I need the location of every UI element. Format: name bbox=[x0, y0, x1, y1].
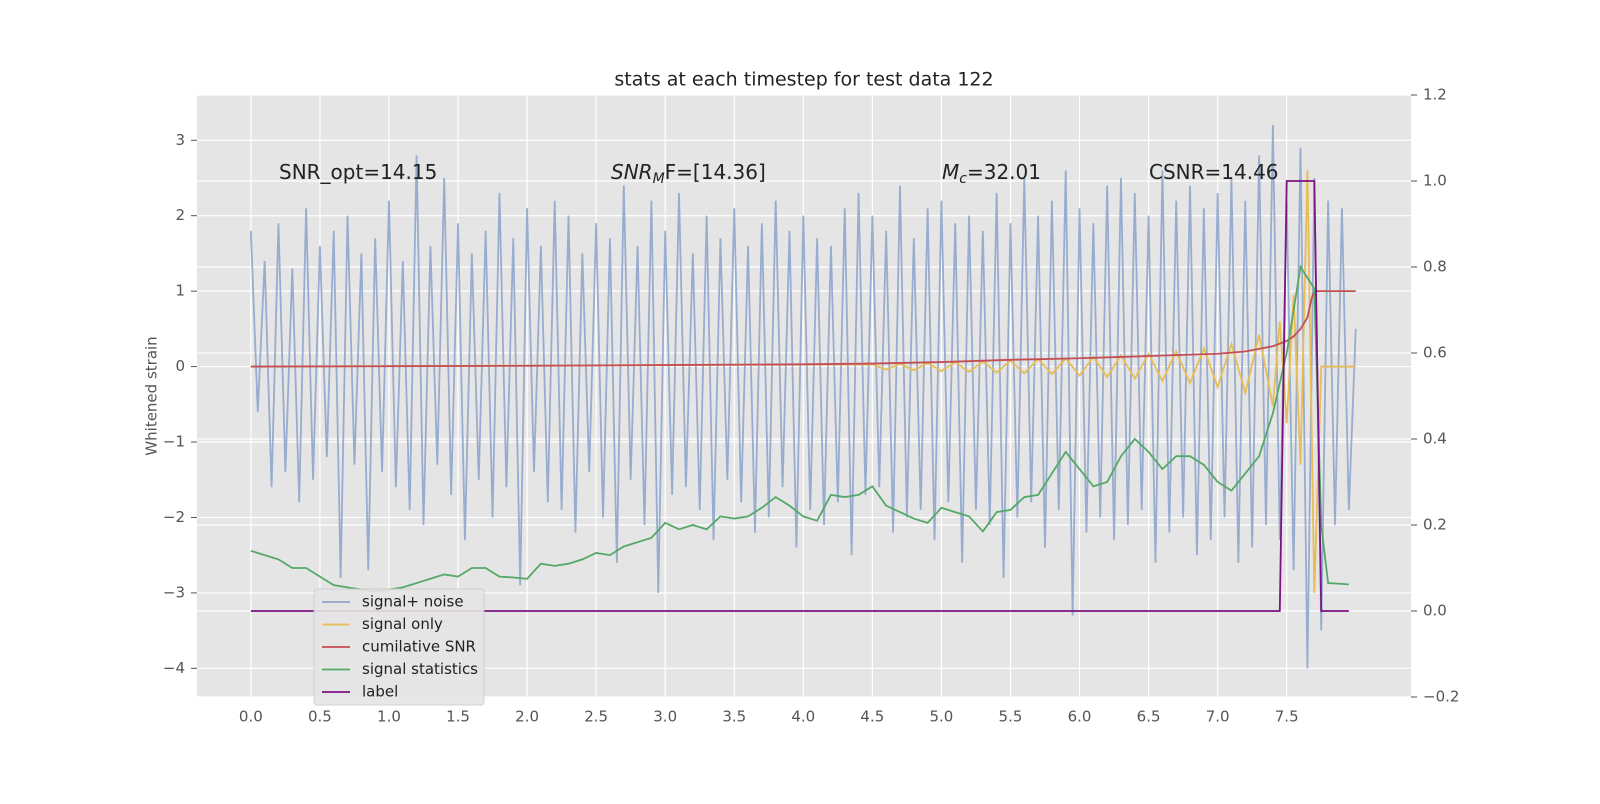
series-line bbox=[250, 180, 1349, 612]
annotation: SNRMF=[14.36] bbox=[611, 160, 766, 188]
y-tick-label: −4 bbox=[163, 659, 185, 677]
y-tick-label: −2 bbox=[163, 508, 185, 526]
legend-box bbox=[313, 588, 485, 706]
x-tick-label: 5.0 bbox=[929, 708, 953, 726]
y-tick-label: −3 bbox=[163, 583, 185, 601]
series-line bbox=[250, 290, 1356, 368]
annotation-part: M bbox=[942, 160, 959, 184]
x-tick-label: 2.5 bbox=[584, 708, 608, 726]
y2-tick-label: 1.0 bbox=[1423, 172, 1447, 190]
x-tick-label: 1.5 bbox=[446, 708, 470, 726]
x-tick-label: 5.5 bbox=[999, 708, 1023, 726]
chart-title: stats at each timestep for test data 122 bbox=[614, 69, 993, 91]
annotation: CSNR=14.46 bbox=[1149, 160, 1279, 184]
x-tick-label: 1.0 bbox=[377, 708, 401, 726]
series-line bbox=[249, 125, 1357, 669]
x-tick-label: 3.5 bbox=[722, 708, 746, 726]
annotation-part: F=[14.36] bbox=[665, 160, 766, 184]
annotation-part: SNR_opt=14.15 bbox=[279, 160, 437, 184]
y2-tick-label: 0.6 bbox=[1423, 344, 1447, 362]
legend-label: cumilative SNR bbox=[362, 638, 476, 656]
y-tick-label: 0 bbox=[175, 357, 185, 375]
y2-tick-label: 0.8 bbox=[1423, 258, 1447, 276]
annotation: Mc=32.01 bbox=[942, 160, 1041, 188]
y2-tick-label: 0.0 bbox=[1423, 602, 1447, 620]
x-tick-label: 0.5 bbox=[308, 708, 332, 726]
legend-label: label bbox=[362, 683, 398, 701]
x-tick-label: 2.0 bbox=[515, 708, 539, 726]
x-tick-label: 4.5 bbox=[860, 708, 884, 726]
y-tick-label: 1 bbox=[175, 282, 185, 300]
x-tick-label: 3.0 bbox=[653, 708, 677, 726]
legend-label: signal+ noise bbox=[362, 593, 464, 611]
axes: 0.0 0.5 1.0 1.5 2.0 2.5 3.0 3.5 4.0 4.5 5.0 5.5 6.0 6… bbox=[163, 86, 1460, 726]
x-tick-label: 7.0 bbox=[1206, 708, 1230, 726]
series-layer bbox=[249, 125, 1357, 669]
x-tick-label: 7.5 bbox=[1275, 708, 1299, 726]
annotation-part: CSNR=14.46 bbox=[1149, 160, 1279, 184]
annotation-part: =32.01 bbox=[967, 160, 1041, 184]
y2-tick-label: 1.2 bbox=[1423, 86, 1447, 104]
legend: signal+ noise signal only cumilative SNR si… bbox=[313, 588, 485, 706]
x-tick-label: 0.0 bbox=[239, 708, 263, 726]
legend-label: signal statistics bbox=[362, 660, 478, 678]
legend-label: signal only bbox=[362, 615, 443, 633]
x-tick-label: 4.0 bbox=[791, 708, 815, 726]
y-tick-label: −1 bbox=[163, 433, 185, 451]
y2-tick-label: 0.4 bbox=[1423, 430, 1447, 448]
x-tick-label: 6.0 bbox=[1068, 708, 1092, 726]
annotation-part: SNR bbox=[611, 160, 653, 184]
y2-tick-label: −0.2 bbox=[1423, 688, 1459, 706]
y-axis-label: Whitened strain bbox=[143, 336, 161, 455]
y2-tick-label: 0.2 bbox=[1423, 516, 1447, 534]
series-line bbox=[250, 264, 1349, 593]
annotation-part: c bbox=[959, 171, 967, 187]
annotations: SNR_opt=14.15 SNRMF=[14.36] Mc=32.01 CSNR=1… bbox=[279, 160, 1279, 188]
annotation-part: M bbox=[653, 171, 665, 187]
x-tick-label: 6.5 bbox=[1137, 708, 1161, 726]
annotation: SNR_opt=14.15 bbox=[279, 160, 437, 184]
series-line bbox=[250, 170, 1356, 593]
y-tick-label: 2 bbox=[175, 206, 185, 224]
y-tick-label: 3 bbox=[175, 131, 185, 149]
